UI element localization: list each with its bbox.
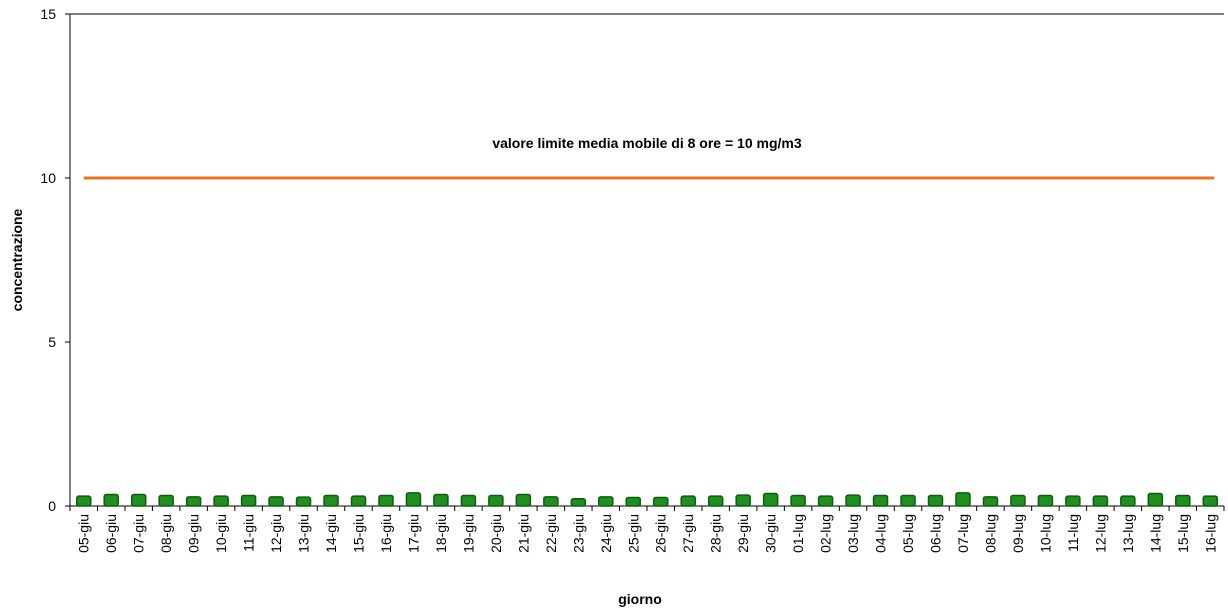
- x-tick-label: 09-lug: [1010, 514, 1026, 553]
- bar: [652, 496, 669, 507]
- bar: [1202, 495, 1219, 507]
- x-tick-label: 19-giu: [460, 514, 476, 553]
- bar: [268, 496, 284, 507]
- bar: [927, 494, 944, 507]
- bar: [955, 492, 971, 507]
- x-tick-label: 18-giu: [433, 514, 449, 553]
- bar: [1010, 494, 1026, 507]
- bar: [460, 494, 477, 507]
- bar: [295, 496, 312, 507]
- x-tick-label: 06-giu: [103, 514, 119, 553]
- x-tick-label: 10-giu: [213, 514, 229, 553]
- bar: [570, 498, 587, 507]
- x-tick-label: 11-lug: [1065, 514, 1081, 552]
- bar: [488, 494, 504, 507]
- y-tick-label: 5: [48, 334, 56, 350]
- bar: [1092, 495, 1109, 507]
- bar: [378, 494, 394, 507]
- bar: [790, 494, 806, 507]
- bar: [1175, 494, 1191, 507]
- y-tick-label: 0: [48, 498, 56, 514]
- bar: [625, 496, 642, 507]
- bar: [1037, 494, 1054, 507]
- bar: [158, 494, 174, 507]
- x-tick-label: 05-giu: [76, 514, 92, 553]
- x-axis-title: giorno: [618, 591, 662, 607]
- bar: [982, 496, 999, 507]
- x-tick-label: 04-lug: [873, 514, 889, 553]
- x-tick-label: 17-giu: [405, 514, 421, 553]
- y-tick-label: 15: [40, 6, 56, 22]
- x-tick-label: 16-lug: [1202, 514, 1218, 553]
- x-tick-label: 02-lug: [818, 514, 834, 553]
- x-tick-label: 01-lug: [790, 514, 806, 553]
- bar: [845, 494, 861, 507]
- x-tick-label: 15-lug: [1175, 514, 1191, 553]
- bar: [762, 492, 779, 507]
- bar: [185, 496, 202, 507]
- bar: [707, 495, 724, 507]
- bar: [75, 495, 92, 507]
- x-tick-label: 30-giu: [763, 514, 779, 553]
- x-tick-label: 11-giu: [241, 514, 257, 552]
- x-tick-label: 29-giu: [735, 514, 751, 553]
- bar: [872, 494, 889, 507]
- bar: [1120, 495, 1136, 507]
- x-tick-label: 10-lug: [1037, 514, 1053, 553]
- x-tick-label: 26-giu: [653, 514, 669, 553]
- x-tick-label: 27-giu: [680, 514, 696, 553]
- bar: [433, 493, 449, 507]
- x-tick-label: 08-lug: [982, 514, 998, 553]
- x-tick-label: 28-giu: [708, 514, 724, 553]
- x-tick-label: 12-giu: [268, 514, 284, 553]
- x-tick-label: 08-giu: [158, 514, 174, 553]
- bar: [240, 494, 257, 507]
- x-tick-label: 22-giu: [543, 514, 559, 553]
- bar: [515, 493, 532, 507]
- bar: [735, 494, 751, 507]
- bar: [900, 494, 916, 507]
- x-tick-label: 13-lug: [1120, 514, 1136, 553]
- x-tick-label: 03-lug: [845, 514, 861, 553]
- bar: [323, 494, 339, 507]
- bar: [213, 495, 229, 507]
- bar: [1065, 495, 1081, 507]
- x-tick-label: 14-lug: [1147, 514, 1163, 553]
- x-tick-label: 05-lug: [900, 514, 916, 553]
- x-tick-label: 24-giu: [598, 514, 614, 553]
- x-tick-label: 06-lug: [928, 514, 944, 553]
- x-tick-label: 15-giu: [351, 514, 367, 553]
- x-tick-label: 20-giu: [488, 514, 504, 553]
- x-tick-label: 14-giu: [323, 514, 339, 553]
- y-tick-label: 10: [40, 170, 56, 186]
- x-tick-label: 07-giu: [131, 514, 147, 553]
- x-tick-label: 12-lug: [1092, 514, 1108, 553]
- bar: [130, 493, 147, 507]
- x-tick-label: 25-giu: [625, 514, 641, 553]
- bar: [1147, 492, 1164, 507]
- limit-label: valore limite media mobile di 8 ore = 10…: [492, 135, 801, 151]
- x-tick-label: 16-giu: [378, 514, 394, 553]
- y-axis-title: concentrazione: [9, 208, 25, 311]
- x-tick-label: 13-giu: [296, 514, 312, 553]
- x-tick-label: 09-giu: [186, 514, 202, 553]
- bar: [350, 495, 367, 507]
- bar: [543, 496, 559, 507]
- bar: [405, 492, 422, 507]
- bar: [817, 495, 834, 507]
- x-tick-label: 07-lug: [955, 514, 971, 553]
- bar: [598, 496, 614, 507]
- bar: [680, 495, 696, 507]
- bar: [103, 493, 119, 507]
- x-tick-label: 21-giu: [515, 514, 531, 553]
- x-tick-label: 23-giu: [570, 514, 586, 553]
